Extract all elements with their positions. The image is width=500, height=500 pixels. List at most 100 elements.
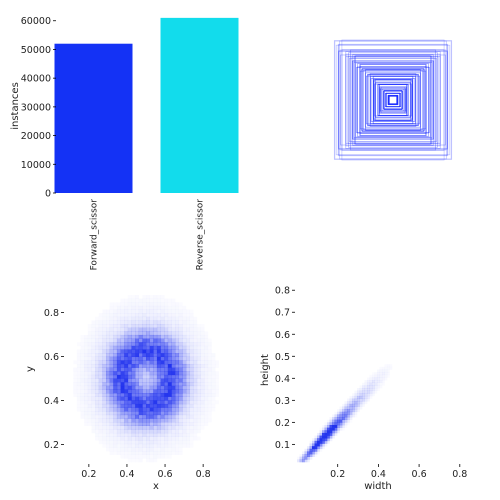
density-cell — [204, 342, 208, 346]
density-cell — [120, 353, 125, 358]
density-cell — [390, 367, 393, 370]
density-cell — [106, 327, 110, 332]
density-cell — [116, 331, 121, 336]
density-cell — [142, 309, 147, 314]
density-cell — [131, 316, 136, 321]
box-outline — [350, 49, 436, 151]
density-cells — [297, 367, 393, 463]
density-cell — [324, 443, 328, 447]
density-cell — [127, 313, 132, 318]
density-cell — [367, 393, 370, 397]
density-cell — [146, 302, 150, 307]
density-cell — [175, 396, 180, 401]
density-cell — [146, 447, 150, 452]
density-cell — [349, 414, 353, 418]
density-cell — [142, 316, 147, 321]
density-cell — [372, 385, 375, 389]
density-cell — [211, 379, 215, 383]
density-cell — [178, 382, 183, 387]
density-cell — [95, 422, 100, 426]
density-cell — [160, 309, 165, 314]
density-cell — [362, 403, 365, 407]
density-cell — [106, 338, 110, 343]
density-cell — [175, 400, 180, 405]
density-cell — [138, 313, 143, 318]
density-cell — [327, 427, 330, 431]
density-cell — [138, 324, 143, 328]
density-cell — [175, 393, 180, 397]
density-cell — [120, 309, 125, 314]
y-tick-label: 0.1 — [275, 440, 290, 451]
density-cell — [208, 342, 212, 346]
density-cell — [190, 444, 194, 448]
density-cell — [190, 440, 194, 444]
density-cell — [196, 389, 201, 394]
density-cell — [149, 316, 154, 321]
density-cell — [131, 327, 136, 332]
density-cell — [186, 414, 190, 419]
density-cell — [116, 440, 121, 445]
density-cell — [324, 432, 328, 436]
density-cell — [116, 324, 121, 328]
density-cell — [106, 345, 110, 350]
density-cell — [175, 356, 180, 361]
density-cell — [106, 356, 110, 361]
density-cell — [73, 360, 77, 364]
density-cell — [307, 454, 310, 458]
density-cell — [127, 411, 132, 416]
density-cell — [116, 334, 121, 339]
density-cell — [127, 443, 132, 448]
density-cell — [73, 371, 77, 375]
density-cell — [84, 378, 89, 383]
density-cell — [179, 437, 183, 441]
density-cell — [146, 320, 150, 325]
density-cell — [193, 400, 198, 405]
density-cell — [109, 360, 114, 365]
density-cell — [153, 411, 158, 416]
density-cell — [146, 425, 150, 430]
density-cell — [175, 363, 180, 368]
density-cell — [153, 425, 158, 430]
density-cell — [113, 331, 118, 336]
density-cell — [77, 360, 81, 364]
density-cell — [116, 418, 121, 423]
density-cell — [171, 396, 176, 401]
density-cell — [153, 338, 158, 343]
density-cell — [208, 364, 212, 368]
density-cell — [364, 382, 368, 386]
density-cell — [102, 356, 107, 361]
density-cell — [332, 422, 335, 426]
density-cell — [167, 414, 172, 419]
density-cell — [131, 447, 136, 452]
density-cell — [127, 316, 132, 321]
density-cell — [379, 374, 383, 378]
density-cell — [113, 407, 118, 412]
density-cell — [164, 342, 169, 347]
density-cell — [200, 385, 205, 390]
density-cell — [146, 305, 150, 310]
density-cell — [98, 425, 103, 430]
density-cell — [175, 302, 179, 306]
density-cell — [164, 302, 168, 306]
density-cell — [208, 408, 212, 412]
density-cell — [182, 382, 187, 387]
density-cell — [153, 443, 158, 448]
density-cell — [84, 408, 88, 412]
density-cell — [377, 374, 380, 378]
density-cell — [178, 385, 183, 390]
density-cell — [113, 309, 118, 314]
density-cell — [99, 433, 103, 437]
density-cell — [135, 302, 139, 306]
density-cell — [142, 324, 147, 328]
box-outline — [367, 74, 419, 126]
density-cell — [116, 432, 121, 437]
density-cell — [171, 447, 175, 451]
density-cell — [319, 432, 323, 436]
density-cell — [189, 367, 194, 372]
density-cell — [120, 440, 125, 445]
density-cell — [146, 451, 150, 456]
density-cell — [302, 454, 305, 458]
density-cell — [138, 342, 143, 347]
density-cell — [349, 406, 353, 410]
density-cell — [113, 371, 118, 376]
